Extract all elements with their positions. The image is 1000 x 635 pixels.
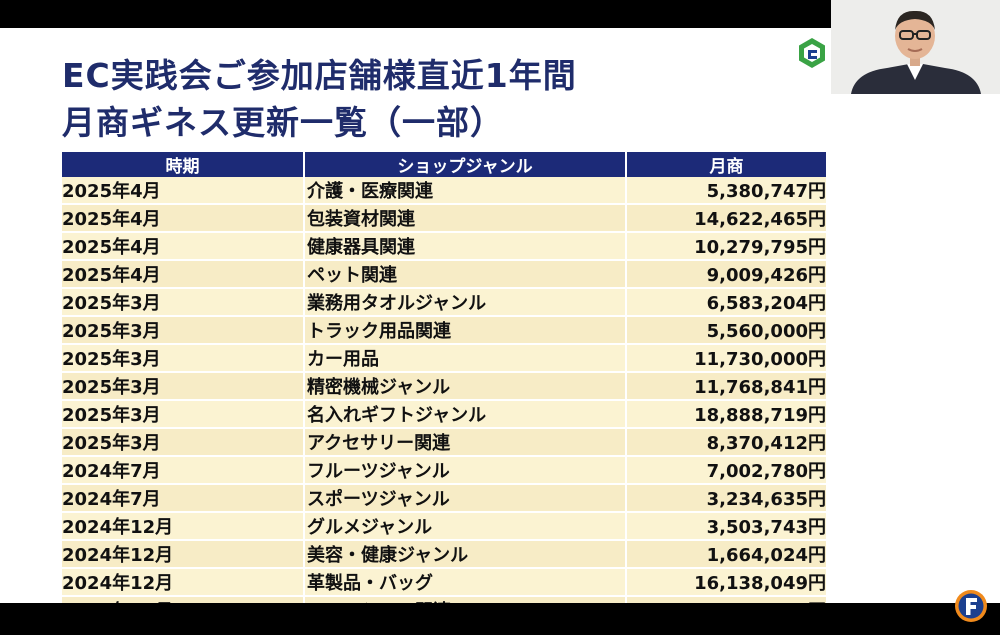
cell-period: 2025年3月 [62,288,305,317]
table-row: 2025年4月 健康器具関連 10,279,795円 [62,232,826,261]
table-body: 2025年4月 介護・医療関連 5,380,747円 2025年4月 包装資材関連 14,… [62,177,826,625]
slide-title: EC実践会ご参加店舗様直近1年間 月商ギネス更新一覧（一部） [62,52,577,146]
cell-monthly-sales: 3,503,743円 [626,512,826,541]
cell-period: 2024年7月 [62,484,305,513]
cell-shop-genre: スポーツジャンル [304,484,627,513]
cell-monthly-sales: 11,730,000円 [626,344,826,373]
cell-monthly-sales: 5,380,747円 [626,177,826,205]
cell-monthly-sales: 8,370,412円 [626,428,826,457]
header-shop-genre: ショップジャンル [304,152,627,177]
cell-monthly-sales: 6,583,204円 [626,288,826,317]
cell-shop-genre: 健康器具関連 [304,232,627,261]
cell-monthly-sales: 10,279,795円 [626,232,826,261]
cell-period: 2025年3月 [62,428,305,457]
table-row: 2025年3月 名入れギフトジャンル 18,888,719円 [62,400,826,429]
cell-monthly-sales: 1,664,024円 [626,540,826,569]
cell-period: 2025年4月 [62,204,305,233]
bottom-black-bar [0,603,1000,635]
cell-period: 2024年12月 [62,540,305,569]
cell-period: 2025年3月 [62,344,305,373]
cell-shop-genre: 介護・医療関連 [304,177,627,205]
presenter-avatar [831,0,1000,94]
cell-period: 2025年4月 [62,232,305,261]
sales-record-table: 時期 ショップジャンル 月商 2025年4月 介護・医療関連 5,380,747円 2… [62,152,826,625]
cell-shop-genre: アクセサリー関連 [304,428,627,457]
table-row: 2025年4月 介護・医療関連 5,380,747円 [62,177,826,205]
cell-shop-genre: 精密機械ジャンル [304,372,627,401]
table-row: 2024年12月 美容・健康ジャンル 1,664,024円 [62,540,826,569]
cell-monthly-sales: 5,560,000円 [626,316,826,345]
table-row: 2025年3月 トラック用品関連 5,560,000円 [62,316,826,345]
cell-monthly-sales: 16,138,049円 [626,568,826,597]
table-row: 2025年3月 アクセサリー関連 8,370,412円 [62,428,826,457]
cell-shop-genre: トラック用品関連 [304,316,627,345]
table-row: 2024年7月 フルーツジャンル 7,002,780円 [62,456,826,485]
presentation-slide: EC実践会ご参加店舗様直近1年間 月商ギネス更新一覧（一部） 時期 ショップジャ… [0,28,1000,625]
cell-monthly-sales: 11,768,841円 [626,372,826,401]
cell-period: 2025年3月 [62,400,305,429]
table-row: 2024年12月 革製品・バッグ 16,138,049円 [62,568,826,597]
cell-shop-genre: グルメジャンル [304,512,627,541]
cell-shop-genre: 名入れギフトジャンル [304,400,627,429]
cell-period: 2025年4月 [62,177,305,205]
cell-monthly-sales: 18,888,719円 [626,400,826,429]
table-row: 2024年7月 スポーツジャンル 3,234,635円 [62,484,826,513]
cell-monthly-sales: 14,622,465円 [626,204,826,233]
cell-shop-genre: 革製品・バッグ [304,568,627,597]
cell-period: 2025年4月 [62,260,305,289]
table-row: 2025年3月 精密機械ジャンル 11,768,841円 [62,372,826,401]
cell-period: 2024年12月 [62,512,305,541]
table-row: 2025年4月 ペット関連 9,009,426円 [62,260,826,289]
cell-shop-genre: 包装資材関連 [304,204,627,233]
cell-period: 2025年3月 [62,316,305,345]
table-row: 2025年3月 業務用タオルジャンル 6,583,204円 [62,288,826,317]
header-monthly-sales: 月商 [626,152,826,177]
table-header-row: 時期 ショップジャンル 月商 [62,152,826,177]
cell-period: 2025年3月 [62,372,305,401]
cell-shop-genre: 業務用タオルジャンル [304,288,627,317]
webcam-video-feed [831,0,1000,94]
cell-shop-genre: フルーツジャンル [304,456,627,485]
cell-period: 2024年7月 [62,456,305,485]
company-logo-icon [799,38,825,68]
cell-monthly-sales: 3,234,635円 [626,484,826,513]
cell-shop-genre: 美容・健康ジャンル [304,540,627,569]
table-row: 2025年4月 包装資材関連 14,622,465円 [62,204,826,233]
cell-shop-genre: ペット関連 [304,260,627,289]
table-row: 2024年12月 グルメジャンル 3,503,743円 [62,512,826,541]
table-row: 2025年3月 カー用品 11,730,000円 [62,344,826,373]
cell-monthly-sales: 7,002,780円 [626,456,826,485]
slide-title-line-2: 月商ギネス更新一覧（一部） [62,103,504,142]
cell-shop-genre: カー用品 [304,344,627,373]
cell-monthly-sales: 9,009,426円 [626,260,826,289]
slide-title-line-1: EC実践会ご参加店舗様直近1年間 [62,56,577,95]
header-period: 時期 [62,152,305,177]
cell-period: 2024年12月 [62,568,305,597]
f-badge-icon [955,590,987,622]
